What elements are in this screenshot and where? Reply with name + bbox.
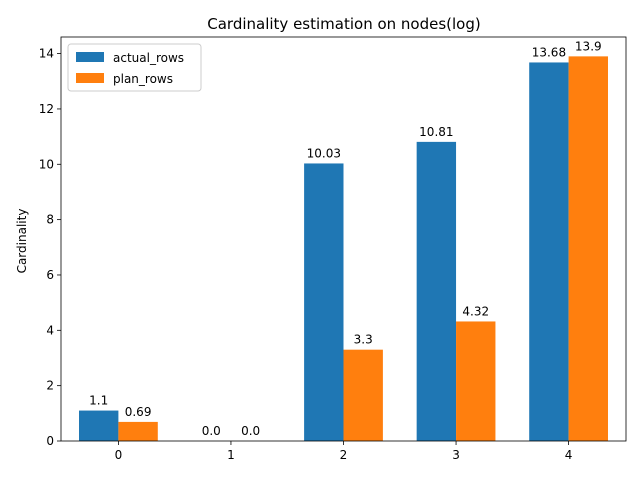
bar-plan_rows-2 (343, 349, 383, 441)
legend-swatch-actual_rows (76, 52, 104, 62)
y-tick-label-12: 12 (39, 102, 54, 116)
y-tick-label-10: 10 (39, 157, 54, 171)
x-tick-label-4: 4 (565, 448, 573, 462)
legend-label-plan_rows: plan_rows (113, 72, 173, 86)
bar-label-plan_rows-1: 0.0 (241, 424, 260, 438)
y-tick-label-4: 4 (46, 323, 54, 337)
bar-label-plan_rows-4: 13.9 (575, 39, 602, 53)
x-tick-label-0: 0 (115, 448, 123, 462)
chart-title: Cardinality estimation on nodes(log) (207, 15, 481, 33)
x-tick-label-2: 2 (340, 448, 348, 462)
bar-label-actual_rows-3: 10.81 (419, 125, 453, 139)
bar-actual_rows-0 (79, 410, 119, 441)
y-tick-label-6: 6 (46, 268, 54, 282)
bar-plan_rows-4 (568, 56, 608, 441)
bar-actual_rows-2 (304, 163, 344, 442)
bar-label-plan_rows-2: 3.3 (354, 333, 373, 347)
bar-label-actual_rows-4: 13.68 (532, 45, 566, 59)
x-tick-label-1: 1 (227, 448, 235, 462)
y-tick-label-0: 0 (46, 434, 54, 448)
bar-actual_rows-4 (529, 62, 569, 442)
bar-label-actual_rows-2: 10.03 (307, 146, 341, 160)
y-tick-label-8: 8 (46, 213, 54, 227)
x-tick-label-3: 3 (452, 448, 460, 462)
bar-label-actual_rows-0: 1.1 (89, 394, 108, 408)
y-axis-label: Cardinality (15, 209, 29, 274)
legend: actual_rows plan_rows (67, 43, 202, 92)
bar-label-actual_rows-1: 0.0 (202, 424, 221, 438)
bar-label-plan_rows-0: 0.69 (125, 405, 152, 419)
y-tick-label-2: 2 (46, 379, 54, 393)
bar-plan_rows-0 (118, 421, 158, 441)
bar-plan_rows-3 (456, 321, 496, 441)
bar-label-plan_rows-3: 4.32 (462, 304, 489, 318)
legend-swatch-plan_rows (76, 73, 104, 83)
y-tick-label-14: 14 (39, 47, 54, 61)
plot-area: 1.1 0.0 10.03 10.81 13.68 0.69 0.0 3.3 4.32 13.9 0… (39, 36, 627, 462)
bar-actual_rows-3 (416, 141, 457, 442)
legend-label-actual_rows: actual_rows (113, 51, 184, 65)
